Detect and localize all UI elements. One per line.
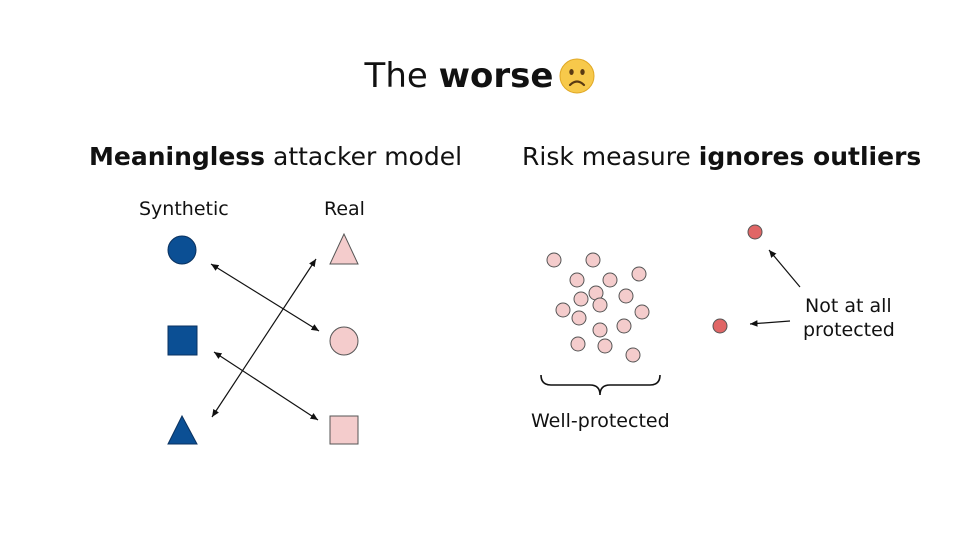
right-heading-prefix: Risk measure (522, 142, 699, 171)
cluster-point (569, 272, 585, 288)
real-triangle (329, 232, 359, 265)
cluster-point (616, 318, 632, 334)
frowning-face-icon (559, 58, 595, 105)
arrow-square-to-square (213, 351, 319, 421)
outlier-point-top (747, 224, 763, 240)
synthetic-triangle (167, 414, 198, 445)
right-heading-emphasis: ignores outliers (698, 142, 922, 171)
cluster-point (585, 252, 601, 268)
pointer-arrow-top (768, 249, 801, 288)
protected-cluster (546, 252, 650, 363)
synthetic-square (167, 325, 198, 356)
cluster-point (618, 288, 634, 304)
cluster-point (597, 338, 613, 354)
arrow-triangle-to-triangle (211, 258, 317, 418)
left-heading-rest: attacker model (265, 142, 463, 171)
cluster-point (631, 266, 647, 282)
arrow-circle-to-circle (210, 263, 320, 332)
title-emphasis: worse (438, 56, 554, 96)
cluster-point (555, 302, 571, 318)
synthetic-column-label: Synthetic (139, 198, 229, 220)
pointer-arrow-bottom (749, 320, 791, 327)
cluster-point (634, 304, 650, 320)
well-protected-label: Well-protected (531, 410, 670, 432)
real-column-label: Real (324, 198, 365, 220)
cluster-point (602, 272, 618, 288)
cluster-point (625, 347, 641, 363)
cluster-point (592, 297, 608, 313)
cluster-point (571, 310, 587, 326)
cluster-point (592, 322, 608, 338)
left-heading: Meaningless attacker model (89, 141, 462, 173)
cluster-point (570, 336, 586, 352)
right-heading: Risk measure ignores outliers (522, 141, 921, 173)
slide-title: The worse (0, 54, 960, 105)
synthetic-circle (167, 235, 197, 265)
title-prefix: The (364, 56, 439, 96)
outlier-label-line2: protected (803, 319, 895, 341)
outlier-point-bottom (712, 318, 728, 334)
cluster-point (573, 291, 589, 307)
real-circle (329, 326, 359, 356)
left-heading-emphasis: Meaningless (89, 142, 266, 171)
cluster-point (546, 252, 562, 268)
real-square (329, 415, 359, 445)
outlier-label-line1: Not at all (805, 295, 892, 317)
cluster-brace (540, 374, 661, 396)
